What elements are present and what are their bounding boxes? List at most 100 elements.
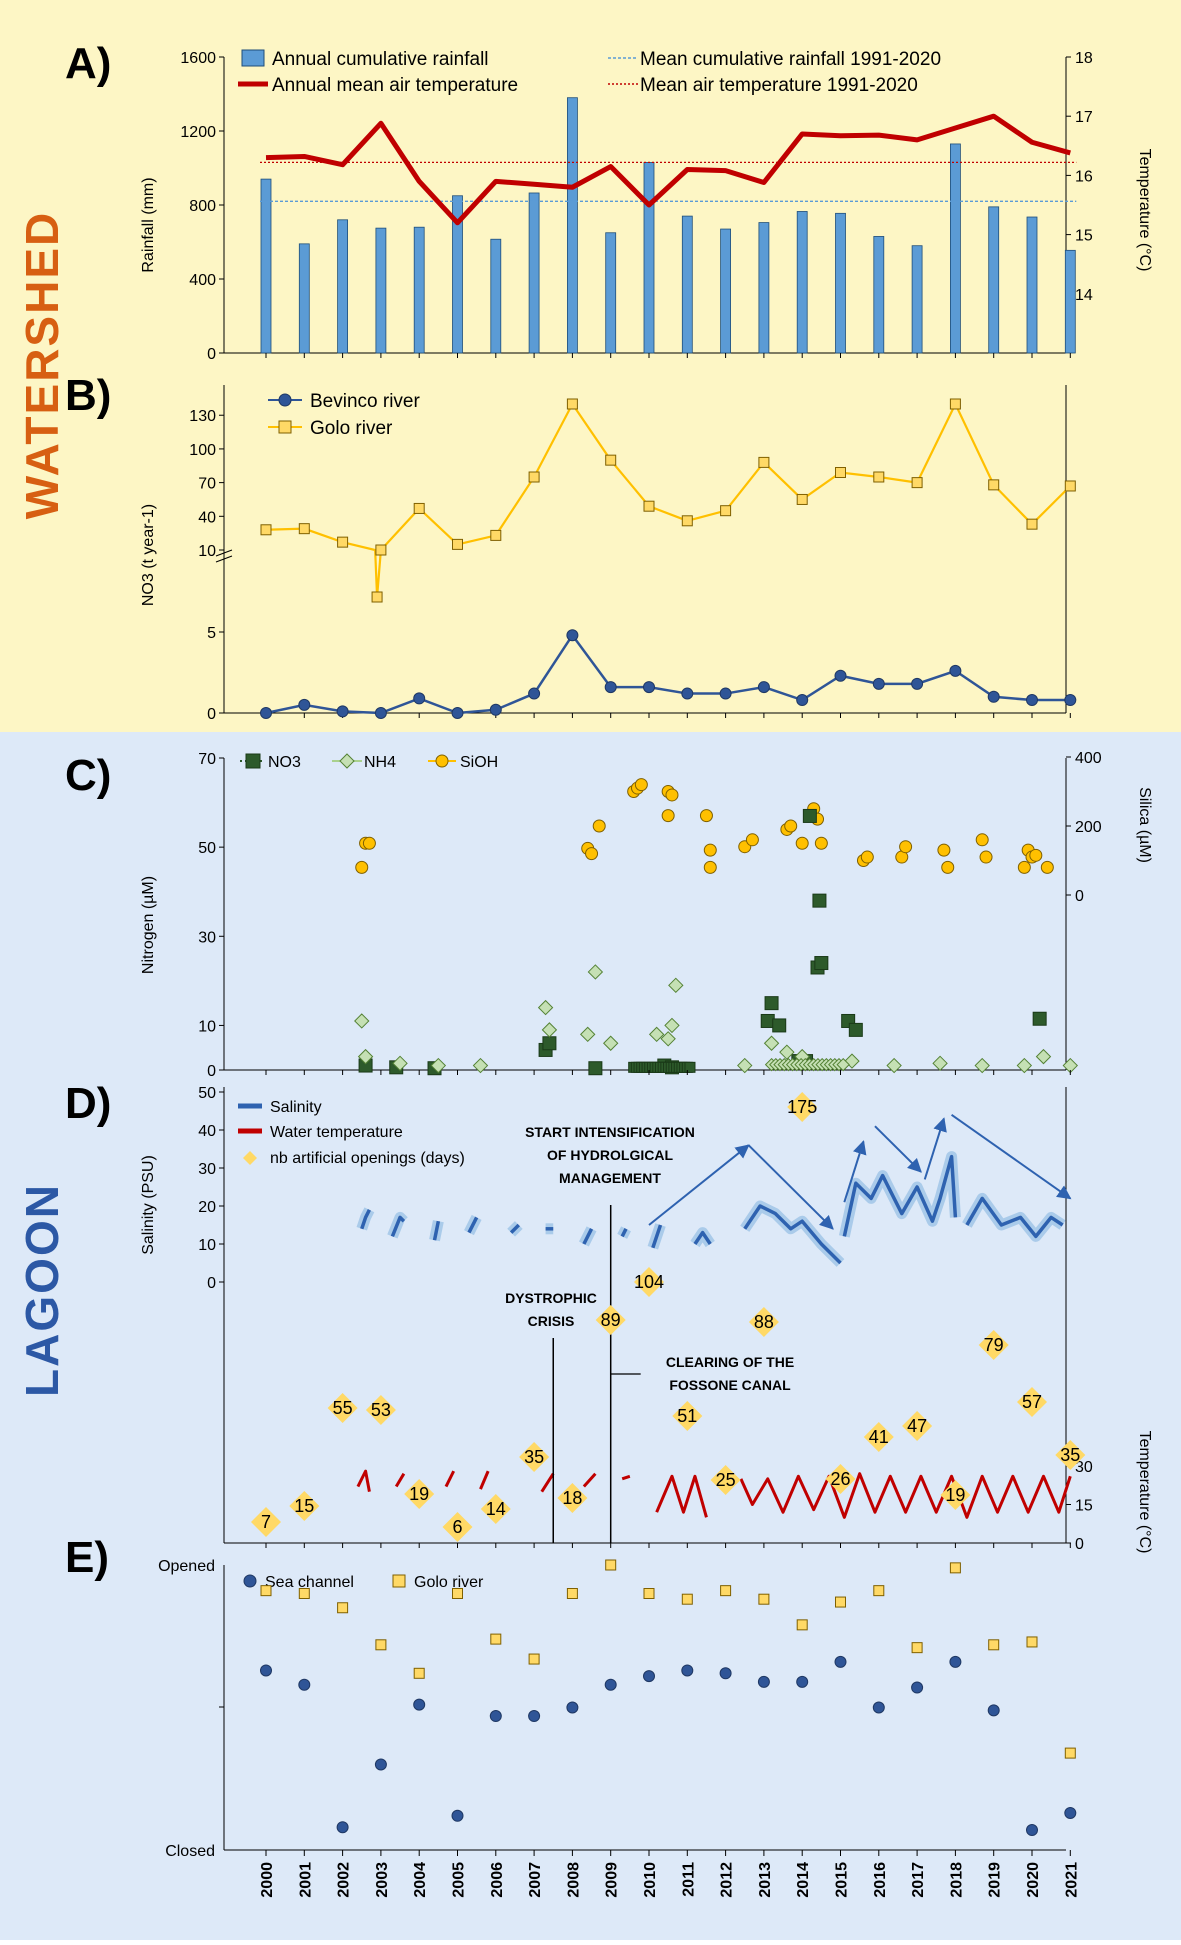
nh4-point <box>430 1057 447 1074</box>
rainfall-bar <box>1026 216 1038 354</box>
x-year-label: 2000 <box>259 1862 276 1898</box>
nh4-point <box>932 1055 948 1072</box>
sea-channel-point <box>949 1655 962 1668</box>
panel-a-ytick-label: 1200 <box>180 124 216 141</box>
panel-c-y2tick-label: 0 <box>1075 888 1084 905</box>
nh4-point <box>974 1057 990 1074</box>
artificial-openings-marker <box>672 1401 703 1431</box>
legend-temp-label: Annual mean air temperature <box>272 75 518 96</box>
panel-a-ytick-label: 400 <box>189 272 216 289</box>
panel-a-y2tick-label: 16 <box>1075 168 1093 185</box>
golo-river-point <box>337 1602 349 1614</box>
golo-no3-point <box>758 456 770 468</box>
rainfall-bar <box>375 227 387 354</box>
golo-river-point <box>758 1593 770 1605</box>
bevinco-no3-point <box>681 687 694 700</box>
artificial-openings-label: 18 <box>562 1488 582 1508</box>
sea-channel-point <box>834 1655 847 1668</box>
nh4-point <box>836 1057 850 1072</box>
golo-no3-point <box>1064 480 1076 492</box>
artificial-openings-marker <box>1055 1440 1086 1470</box>
artificial-openings-label: 57 <box>1022 1392 1042 1412</box>
bevinco-no3-point <box>987 690 1000 703</box>
golo-river-point <box>835 1596 846 1608</box>
nh4-point <box>541 1022 558 1038</box>
watershed-side-label: WATERSHED <box>16 211 68 520</box>
artificial-openings-marker <box>1017 1387 1047 1417</box>
nh4-point <box>737 1057 753 1074</box>
bevinco-series-line <box>265 633 1071 715</box>
golo-no3-point <box>298 523 310 535</box>
salinity-series-line <box>390 1215 406 1238</box>
panel-b-ylabel: NO3 (t year-1) <box>140 504 157 606</box>
artificial-openings-label: 55 <box>333 1398 353 1418</box>
nh4-point <box>1016 1057 1033 1074</box>
rainfall-bar <box>260 178 272 354</box>
x-year-label: 2009 <box>604 1862 621 1898</box>
panel-a-y2label: Temperature (°C) <box>1136 149 1153 272</box>
annot-intensification-2: OF HYDROLGICAL <box>547 1147 673 1163</box>
artificial-openings-label: 19 <box>409 1484 429 1504</box>
water-temp-series-line <box>479 1470 490 1490</box>
annot-dystrophic-2: CRISIS <box>528 1313 575 1329</box>
artificial-openings-marker <box>251 1507 281 1537</box>
panel-b-ytick-label: 40 <box>198 509 216 526</box>
artificial-openings-label: 25 <box>716 1470 736 1490</box>
panel-a-y2tick-label: 15 <box>1075 228 1093 245</box>
no3-point <box>814 956 829 971</box>
artificial-openings-label: 104 <box>634 1272 664 1292</box>
artificial-openings-label: 47 <box>907 1416 927 1436</box>
sioh-point <box>814 836 828 850</box>
legend-no3-label: NO3 <box>268 754 301 771</box>
legend-nh4-label: NH4 <box>364 754 396 771</box>
panel-d-y2label: Temperature (°C) <box>1136 1431 1153 1554</box>
panel-d-ytick-label: 10 <box>198 1237 216 1254</box>
nh4-point <box>664 1017 680 1034</box>
panel-d-y2tick-label: 30 <box>1075 1459 1093 1476</box>
golo-no3-point <box>1026 518 1038 530</box>
panel-a-y2tick-label: 14 <box>1075 287 1093 304</box>
bevinco-no3-point <box>834 669 847 682</box>
nh4-point <box>648 1026 665 1043</box>
panel-b-ytick-label: 5 <box>207 625 216 642</box>
golo-no3-point <box>605 454 617 466</box>
rainfall-bar <box>758 222 770 354</box>
x-year-label: 2014 <box>795 1862 812 1898</box>
nh4-point <box>779 1044 795 1060</box>
artificial-openings-label: 53 <box>371 1400 391 1420</box>
panel-a-ylabel: Rainfall (mm) <box>140 177 157 272</box>
water-temp-series-line <box>356 1469 371 1492</box>
sioh-point <box>699 809 713 823</box>
artificial-openings-label: 15 <box>294 1496 314 1516</box>
golo-river-point <box>490 1633 502 1645</box>
bevinco-no3-point <box>451 707 464 719</box>
x-year-label: 2007 <box>527 1862 544 1898</box>
panel-b-ytick-label: 100 <box>189 442 216 459</box>
golo-no3-point <box>720 505 732 517</box>
sioh-point <box>745 833 759 847</box>
panel-a-ytick-label: 800 <box>189 198 216 215</box>
panel-label-b: B) <box>65 371 111 420</box>
panel-d-ytick-label: 0 <box>207 1275 216 1292</box>
no3-point <box>1032 1011 1047 1026</box>
sioh-point <box>795 836 809 850</box>
rainfall-bar <box>528 192 540 354</box>
rainfall-bar <box>796 211 808 354</box>
artificial-openings-label: 14 <box>486 1499 506 1519</box>
golo-river-point <box>1026 1636 1038 1648</box>
panel-c-ytick-label: 30 <box>198 929 216 946</box>
x-year-label: 2019 <box>987 1862 1004 1898</box>
golo-river-point <box>1064 1747 1076 1759</box>
artificial-openings-marker <box>595 1305 626 1335</box>
golo-river-point <box>911 1642 923 1654</box>
sea-channel-point <box>987 1704 1000 1717</box>
panel-d-y2tick-label: 15 <box>1075 1498 1093 1515</box>
salinity-series-line <box>582 1228 594 1245</box>
golo-river-point <box>720 1585 732 1597</box>
golo-no3-point <box>260 524 272 536</box>
salinity-series-line <box>743 1204 842 1265</box>
rainfall-bar <box>681 215 693 354</box>
nh4-point <box>602 1035 619 1051</box>
sioh-point <box>899 840 913 854</box>
sea-channel-point <box>566 1701 579 1714</box>
